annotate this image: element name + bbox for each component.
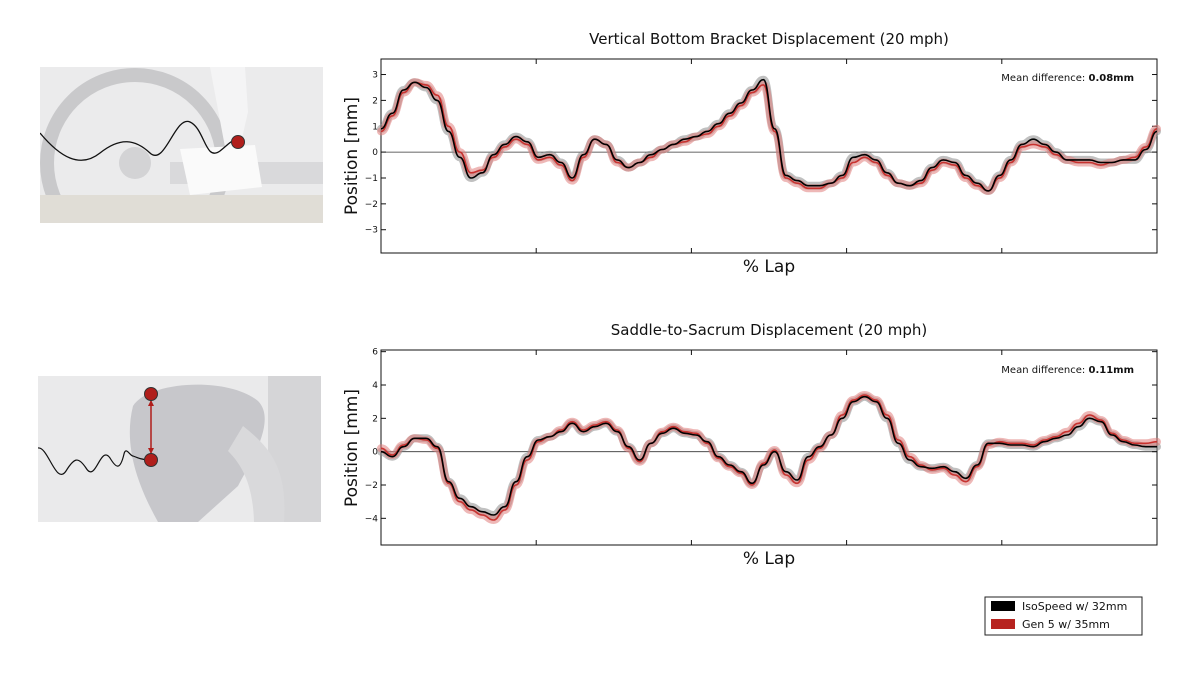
y-tick-label: 0	[372, 448, 378, 458]
annotation-label: Mean difference:	[1001, 73, 1088, 84]
y-tick-label: 1	[372, 122, 378, 132]
y-tick-label: 3	[372, 71, 378, 81]
y-tick-label: −2	[365, 200, 378, 210]
y-axis-label: Position [mm]	[342, 97, 362, 215]
y-tick-label: −4	[365, 514, 379, 524]
displacement-trace	[40, 120, 239, 161]
y-axis-label: Position [mm]	[342, 389, 362, 507]
annotation-value: 0.11mm	[1088, 365, 1134, 376]
y-tick-label: −2	[365, 481, 378, 491]
leg-shape	[210, 67, 248, 147]
mean-difference-annotation: Mean difference: 0.08mm	[1001, 73, 1134, 84]
red-dot-marker	[144, 387, 158, 401]
chart-bottom-bracket: Vertical Bottom Bracket Displacement (20…	[342, 30, 1161, 277]
rider-saddle-sacrum-photo	[38, 376, 321, 522]
legend-swatch-1	[991, 619, 1015, 629]
y-tick-label: 4	[372, 381, 378, 391]
chart-title: Saddle-to-Sacrum Displacement (20 mph)	[611, 321, 927, 339]
plot-frame	[380, 58, 1158, 254]
legend-label-1: Gen 5 w/ 35mm	[1022, 618, 1110, 631]
red-dot-marker	[144, 453, 158, 467]
y-tick-label: 2	[372, 414, 378, 424]
y-tick-label: −1	[365, 174, 378, 184]
annotation-label: Mean difference:	[1001, 365, 1088, 376]
bike-illustration	[40, 67, 323, 223]
legend-swatch-0	[991, 601, 1015, 611]
y-tick-label: 6	[372, 348, 378, 358]
y-tick-label: 0	[372, 148, 378, 158]
shorts-shape	[129, 384, 265, 522]
annotation-value: 0.08mm	[1088, 73, 1134, 84]
mean-difference-annotation: Mean difference: 0.11mm	[1001, 365, 1134, 376]
displacement-trace	[38, 447, 151, 475]
series-line-0	[380, 395, 1157, 516]
y-tick-label: 2	[372, 96, 378, 106]
chart-title: Vertical Bottom Bracket Displacement (20…	[589, 30, 949, 48]
shoe-shape	[180, 145, 262, 195]
y-tick-label: −3	[365, 226, 378, 236]
x-axis-label: % Lap	[743, 549, 795, 569]
series-line-0	[380, 78, 1158, 192]
chart-saddle-sacrum: Saddle-to-Sacrum Displacement (20 mph) %…	[342, 321, 1161, 569]
rider-illustration	[38, 376, 321, 522]
red-dot-marker	[231, 135, 245, 149]
legend: IsoSpeed w/ 32mm Gen 5 w/ 35mm	[984, 596, 1143, 636]
x-axis-label: % Lap	[743, 257, 795, 277]
legend-label-0: IsoSpeed w/ 32mm	[1022, 600, 1127, 613]
bike-bottom-bracket-photo	[40, 67, 323, 223]
